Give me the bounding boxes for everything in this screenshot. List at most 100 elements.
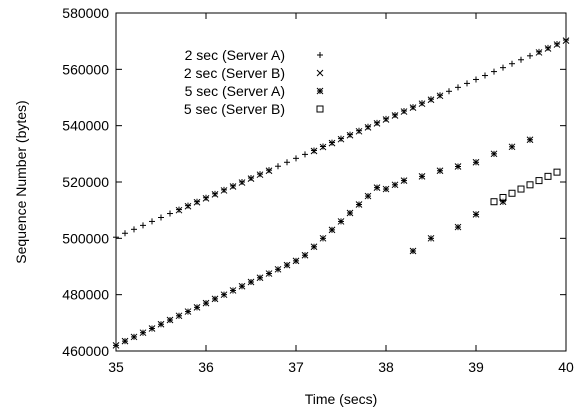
marker-stroke (346, 209, 354, 217)
data-point (112, 342, 120, 349)
data-point (391, 181, 399, 189)
marker-stroke (310, 243, 318, 251)
y-tick-label: 520000 (62, 174, 109, 190)
data-point (517, 185, 525, 193)
data-point (229, 287, 237, 294)
data-point (220, 291, 228, 299)
marker-stroke (382, 185, 390, 193)
axes (115, 12, 567, 352)
data-point (436, 92, 444, 100)
marker-stroke (472, 158, 480, 166)
data-point (409, 104, 417, 111)
marker-stroke (310, 147, 318, 155)
x-tick-label: 39 (468, 359, 484, 375)
marker-stroke (130, 333, 138, 341)
marker-stroke (427, 234, 435, 242)
marker-stroke (220, 291, 228, 299)
legend-marker (316, 69, 324, 77)
marker-stroke (229, 183, 237, 190)
marker-stroke (193, 303, 201, 311)
data-point (472, 211, 480, 218)
data-point (247, 278, 255, 286)
series-2 (175, 37, 570, 214)
x-axis-ticks: 35 36 37 38 39 40 (108, 13, 574, 375)
marker-stroke (544, 172, 552, 180)
marker-stroke (391, 181, 399, 189)
data-point (482, 72, 488, 79)
marker-stroke (553, 168, 561, 176)
data-point (122, 230, 128, 237)
data-point (427, 96, 435, 104)
marker-stroke (139, 329, 147, 337)
marker-stroke (184, 202, 192, 210)
data-point (391, 112, 399, 119)
data-point (284, 159, 290, 166)
legend-label: 5 sec (Server A) (185, 83, 285, 99)
marker-stroke (436, 92, 444, 100)
data-point (265, 270, 273, 277)
marker-stroke (409, 104, 417, 111)
y-tick-label: 580000 (62, 5, 109, 21)
data-point (184, 308, 192, 315)
series-4 (490, 168, 561, 206)
data-point (140, 222, 146, 229)
data-point (562, 37, 570, 44)
y-tick-label: 480000 (62, 287, 109, 303)
marker-stroke (346, 131, 354, 139)
marker-stroke (499, 193, 507, 201)
marker-stroke (112, 342, 120, 349)
legend-marker (317, 52, 323, 58)
marker-stroke (337, 218, 345, 225)
data-point (202, 194, 210, 202)
data-point (446, 88, 452, 95)
marker-stroke (193, 198, 201, 206)
data-point (310, 243, 318, 251)
data-point (175, 206, 183, 214)
marker-stroke (247, 175, 255, 182)
legend-label: 5 sec (Server B) (184, 101, 285, 117)
marker-stroke (427, 96, 435, 104)
data-point (527, 52, 533, 59)
marker-stroke (148, 325, 156, 332)
data-point (202, 299, 210, 307)
data-point (229, 183, 237, 190)
data-point (499, 198, 507, 206)
data-point (175, 312, 183, 320)
legend: 2 sec (Server A) 2 sec (Server B) 5 sec (S… (184, 47, 324, 117)
data-points (112, 37, 570, 349)
legend-item: 5 sec (Server A) (185, 83, 324, 99)
data-point (302, 151, 308, 158)
data-point (149, 218, 155, 225)
marker-stroke (274, 265, 282, 273)
marker-stroke (535, 177, 543, 185)
data-point (310, 147, 318, 155)
legend-item: 5 sec (Server B) (184, 101, 324, 117)
data-point (454, 163, 462, 170)
legend-item: 2 sec (Server B) (184, 65, 324, 81)
marker-stroke (316, 105, 324, 113)
marker-stroke (166, 316, 174, 324)
marker-stroke (202, 194, 210, 202)
marker-stroke (400, 177, 408, 184)
data-point (346, 131, 354, 139)
data-point (553, 168, 561, 176)
marker-stroke (337, 135, 345, 143)
x-tick-label: 35 (108, 359, 124, 375)
marker-stroke (553, 41, 561, 48)
marker-stroke (490, 150, 498, 158)
y-tick-label: 500000 (62, 230, 109, 246)
data-point (274, 265, 282, 273)
data-point (319, 234, 327, 242)
marker-stroke (454, 163, 462, 170)
x-tick-label: 38 (378, 359, 394, 375)
marker-stroke (454, 223, 462, 231)
marker-stroke (157, 320, 165, 328)
marker-stroke (175, 312, 183, 320)
data-point (382, 185, 390, 193)
data-point (418, 100, 426, 108)
data-point (464, 80, 470, 87)
data-point (400, 177, 408, 184)
legend-label: 2 sec (Server A) (185, 47, 285, 63)
data-point (373, 184, 381, 191)
